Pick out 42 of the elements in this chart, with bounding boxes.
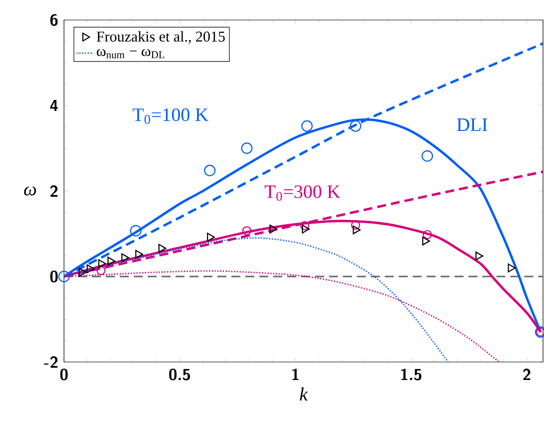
point — [508, 264, 516, 272]
point — [422, 230, 432, 240]
point — [130, 225, 142, 236]
point — [78, 268, 87, 277]
y-tick-label: -2 — [44, 356, 58, 368]
point — [352, 225, 361, 234]
point — [241, 142, 253, 154]
point — [158, 244, 166, 253]
point — [302, 224, 310, 234]
y-tick-label: 2 — [50, 185, 58, 197]
point — [204, 164, 216, 176]
point — [206, 232, 215, 242]
x-axis-title: k — [300, 387, 308, 400]
legend-label: ω$_{num}$ − ω$_{DL}$ — [96, 48, 164, 58]
point — [242, 226, 252, 236]
point — [301, 120, 313, 132]
point — [269, 224, 278, 234]
point — [107, 256, 116, 266]
legend-label: Frouzakis et al., 2015 — [96, 31, 225, 44]
point — [58, 270, 70, 282]
x-tick-label: 1 — [292, 368, 299, 380]
point — [300, 221, 310, 230]
y-tick-label: 0 — [50, 270, 58, 282]
point — [422, 236, 430, 246]
x-tick-label: 0 — [60, 368, 68, 380]
y-tick-label: 4 — [50, 100, 58, 112]
x-tick-label: 1.5 — [401, 368, 422, 380]
annotation: T$_{0}$=300 K — [264, 185, 340, 201]
point — [135, 250, 144, 259]
point — [475, 252, 484, 260]
y-axis-title: ω — [24, 186, 36, 196]
x-tick-label: 2 — [523, 368, 530, 380]
annotation: T$_{0}$=100 K — [132, 108, 208, 124]
annotation: DLI — [456, 118, 488, 131]
point — [121, 253, 130, 262]
point — [422, 150, 434, 162]
x-tick-label: 0.5 — [169, 368, 190, 380]
point — [98, 259, 106, 268]
point — [350, 120, 362, 132]
point — [96, 266, 106, 276]
point — [86, 264, 94, 274]
y-tick-label: 6 — [50, 14, 58, 26]
